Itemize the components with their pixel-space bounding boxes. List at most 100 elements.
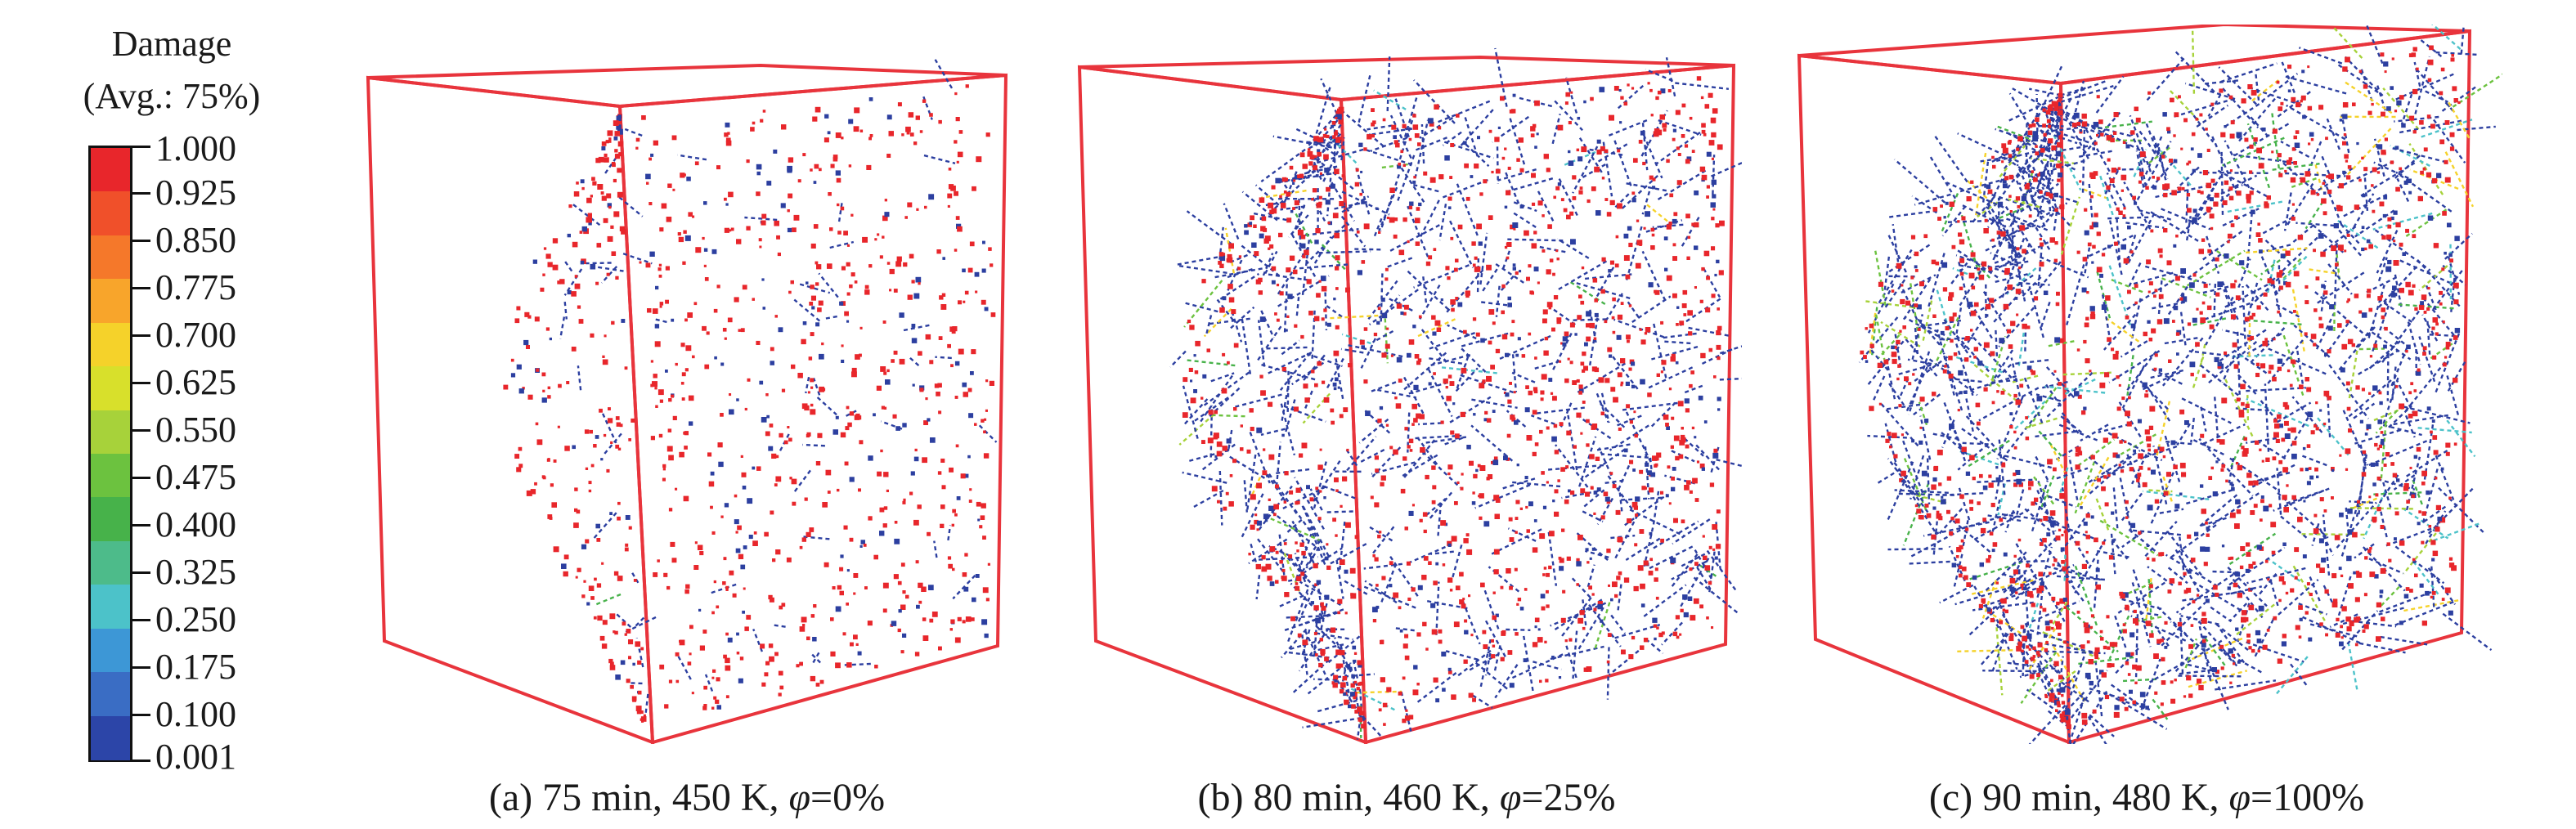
damage-point (1710, 117, 1717, 123)
damage-point (2366, 239, 2371, 244)
damage-point (1335, 255, 1340, 261)
damage-point (2269, 365, 2274, 370)
crack-segment (2125, 351, 2157, 393)
damage-point (2026, 645, 2030, 649)
damage-point (775, 549, 781, 555)
damage-point (819, 679, 824, 684)
damage-point (2449, 146, 2455, 151)
damage-point (1686, 480, 1691, 485)
damage-point (1326, 565, 1331, 570)
damage-point (2368, 307, 2373, 312)
damage-point (557, 280, 561, 285)
damage-point (1472, 317, 1477, 321)
damage-point (1462, 598, 1465, 601)
damage-point (685, 345, 692, 352)
damage-point (1649, 88, 1653, 92)
damage-point (2134, 201, 2138, 205)
damage-point (1581, 266, 1585, 270)
crack-segment (1373, 89, 1407, 110)
damage-point (1979, 562, 1984, 567)
damage-point (1701, 123, 1706, 128)
damage-point (2153, 653, 2159, 659)
crack-segment (1995, 627, 2004, 696)
damage-point (1483, 644, 1488, 649)
crack-segment (2232, 578, 2264, 619)
damage-point (960, 473, 966, 479)
damage-point (2221, 464, 2226, 468)
crack-segment (2433, 522, 2482, 542)
damage-point (2427, 286, 2430, 290)
damage-point (2180, 268, 2186, 274)
damage-point (553, 546, 559, 553)
crack-segment (1421, 450, 1461, 489)
crack-segment (2447, 359, 2467, 392)
crack-segment (2432, 268, 2464, 310)
damage-point (1955, 555, 1959, 558)
crack-segment (1177, 264, 1227, 274)
damage-point (611, 251, 617, 256)
damage-point (2272, 376, 2277, 382)
damage-point (888, 131, 894, 137)
damage-point (905, 126, 911, 132)
damage-point (729, 393, 732, 397)
crack-segment (2377, 264, 2419, 308)
damage-point (1636, 240, 1643, 246)
damage-point (893, 289, 898, 293)
damage-point (2031, 501, 2035, 506)
damage-point (762, 110, 766, 113)
colorbar-tick-label: 0.625 (155, 362, 236, 402)
damage-point (1609, 199, 1615, 205)
damage-point (2219, 644, 2224, 649)
damage-point (2152, 185, 2157, 190)
damage-point (1431, 500, 1436, 504)
damage-point (1271, 208, 1277, 214)
damage-point (2409, 589, 2413, 593)
damage-point (608, 407, 611, 410)
damage-point (1324, 128, 1327, 131)
damage-point (728, 191, 734, 198)
damage-point (617, 119, 622, 124)
damage-point (2201, 509, 2206, 514)
damage-point (617, 501, 621, 505)
crack-segment (2058, 102, 2091, 162)
damage-point (585, 467, 589, 470)
crack-segment (2298, 47, 2343, 65)
crack-segment (1560, 401, 1573, 428)
damage-point (841, 266, 846, 271)
damage-point (1472, 491, 1475, 495)
damage-point (2159, 446, 2165, 452)
damage-point (2061, 534, 2064, 537)
crack-segment (2345, 81, 2393, 114)
crack-segment (1317, 583, 1325, 622)
damage-point (2366, 428, 2369, 431)
damage-point (1450, 430, 1455, 435)
crack-segment (2099, 519, 2159, 557)
damage-point (799, 545, 803, 549)
damage-point (1409, 449, 1413, 452)
crack-segment (1589, 315, 1600, 365)
damage-point (1462, 141, 1467, 146)
crack-segment (2083, 247, 2091, 276)
damage-point (1261, 566, 1268, 572)
damage-point (2101, 486, 2106, 491)
damage-point (1693, 598, 1699, 604)
damage-point (1334, 232, 1340, 239)
crack-segment (2426, 320, 2431, 356)
crack-segment (2024, 600, 2080, 626)
damage-point (2177, 621, 2183, 627)
damage-point (586, 602, 590, 606)
damage-point (1654, 567, 1658, 571)
crack-segment (2120, 340, 2148, 358)
damage-point (1344, 569, 1349, 574)
damage-point (684, 589, 689, 594)
damage-point (1428, 255, 1433, 260)
damage-point (919, 130, 923, 133)
damage-point (1640, 603, 1645, 607)
damage-point (1983, 387, 1988, 392)
crack-segment (2097, 549, 2129, 558)
damage-point (1258, 290, 1263, 295)
damage-point (1256, 520, 1262, 526)
damage-point (2249, 170, 2253, 174)
damage-point (1954, 518, 1960, 524)
damage-point (2427, 59, 2434, 65)
